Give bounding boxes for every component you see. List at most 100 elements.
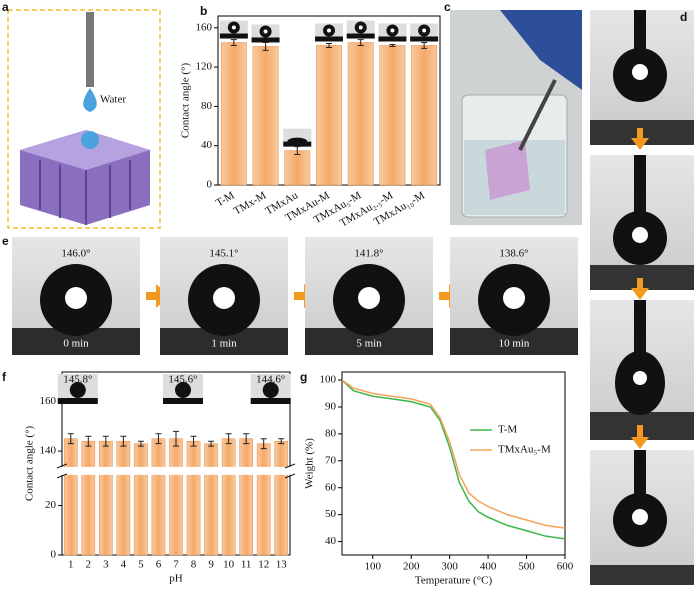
needle [86, 12, 94, 87]
bar [116, 440, 131, 556]
panel-label: d [680, 10, 687, 24]
panel-label: g [300, 370, 307, 384]
inset-substrate [219, 33, 248, 39]
annotation: 145.6° [168, 374, 197, 386]
contact-angle-label: 146.0° [61, 248, 90, 260]
sleeve [500, 10, 582, 90]
drop-on-surface [81, 131, 99, 149]
break-marks [56, 463, 296, 479]
time-label: 5 min [356, 338, 382, 350]
error-bar [389, 43, 396, 47]
x-tick-label: 5 [138, 559, 144, 571]
error-bar [326, 43, 332, 48]
x-tick-label: 3 [103, 559, 109, 571]
y-tick-label: 50 [325, 508, 337, 520]
x-tick-label: 300 [441, 561, 458, 573]
error-bar [278, 438, 285, 445]
y-tick-label: 70 [325, 454, 337, 466]
annotation: 144.6° [256, 374, 285, 386]
y-tick-label: 80 [201, 100, 213, 112]
y-tick-label: 40 [325, 535, 337, 547]
arrow [146, 284, 170, 308]
y-tick-label: 90 [325, 401, 337, 413]
inset-highlight [231, 25, 236, 30]
inset-substrate [346, 33, 375, 39]
x-tick-label: 400 [480, 561, 497, 573]
dashed-frame [7, 9, 161, 229]
x-tick-label: 1 [68, 559, 74, 571]
error-bar [155, 433, 162, 445]
panel-d [590, 10, 694, 585]
inset-highlight [390, 28, 395, 33]
inset-substrate [250, 398, 291, 404]
error-bar [137, 440, 144, 447]
d-frames [590, 10, 694, 585]
error-bar [230, 39, 237, 46]
inset-highlight [327, 28, 331, 33]
inset-highlight [263, 29, 268, 34]
y-tick-label: 160 [40, 395, 57, 407]
error-bar [262, 42, 269, 51]
x-tick-label: 11 [241, 559, 252, 571]
panel-c [450, 10, 582, 225]
legend-label: TMxAu₅-M [498, 444, 551, 456]
y-tick-label: 0 [51, 549, 57, 561]
y-axis-label: Contact angle (°) [24, 426, 36, 502]
error-bar [421, 42, 428, 49]
inset-substrate [57, 398, 98, 404]
x-tick-label: 600 [557, 561, 574, 573]
inset-droplet [262, 382, 279, 398]
error-bar [294, 146, 301, 156]
plot-frame [341, 371, 566, 556]
x-tick-label: 100 [365, 561, 382, 573]
bar [274, 440, 289, 556]
y-tick-label: 120 [196, 61, 213, 73]
contact-angle-label: 138.6° [499, 248, 528, 260]
error-bar [67, 433, 74, 445]
y-axis-label: Weight (%) [304, 438, 316, 489]
y-axis-label: Contact angle (°) [180, 63, 192, 139]
inset-highlight [422, 28, 427, 33]
x-axis-label: Temperature (°C) [415, 575, 493, 587]
droplet-highlight [213, 287, 235, 309]
error-bar [260, 438, 267, 450]
bar [379, 45, 406, 186]
error-bar [243, 433, 250, 445]
bar [221, 438, 236, 556]
bar [347, 42, 374, 186]
bar [239, 438, 253, 556]
inset-droplet [287, 137, 308, 146]
inset-substrate [410, 36, 439, 42]
y-tick-label: 100 [320, 374, 337, 386]
honeycomb-walls [39, 160, 131, 225]
y-tick-label: 80 [325, 427, 337, 439]
x-tick-label: 12 [258, 559, 269, 571]
x-tick-label: 9 [208, 559, 214, 571]
d-arrows [631, 128, 649, 449]
inset-droplet [69, 382, 86, 398]
series-line [341, 379, 566, 529]
droplet-highlight [358, 287, 380, 309]
bar [186, 440, 201, 556]
bar [252, 46, 279, 186]
x-tick-label: 4 [121, 559, 127, 571]
bar [63, 438, 78, 556]
bar [99, 440, 113, 556]
panel-label: a [2, 0, 9, 14]
error-bar [120, 435, 127, 447]
y-tick-label: 140 [40, 445, 57, 457]
panel-label: f [2, 370, 7, 384]
inset-highlight [358, 25, 363, 30]
inset-substrate [315, 36, 343, 42]
bar [220, 42, 247, 186]
bar [169, 438, 183, 556]
y-tick-label: 0 [207, 179, 213, 191]
bar [316, 45, 342, 186]
panel-label: c [444, 0, 451, 14]
inset-substrate [251, 37, 280, 43]
honeycomb-top [20, 130, 150, 170]
inset-substrate [378, 36, 407, 42]
bar [134, 443, 148, 556]
x-tick-label: 2 [86, 559, 92, 571]
